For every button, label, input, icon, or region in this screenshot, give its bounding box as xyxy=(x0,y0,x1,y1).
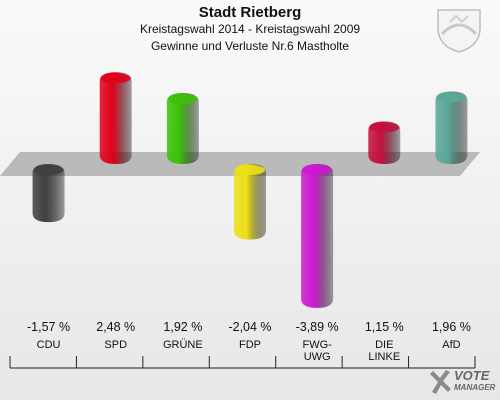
bar-body xyxy=(99,72,132,164)
bar-spd xyxy=(99,72,132,164)
tick-label: LINKE xyxy=(368,351,400,363)
tick-label: AfD xyxy=(442,339,460,351)
chart-title: Stadt Rietberg xyxy=(198,4,302,21)
bar-body xyxy=(166,92,199,164)
coat-of-arms-icon xyxy=(428,4,490,54)
bar-cap xyxy=(235,165,265,175)
tick-label: DIE xyxy=(375,339,393,351)
bar-cap xyxy=(100,73,131,84)
bar-body xyxy=(234,164,266,240)
bar-die-linke xyxy=(368,121,401,164)
bar-fwg--uwg xyxy=(301,164,334,308)
bar-body xyxy=(435,91,468,164)
tick-label: GRÜNE xyxy=(163,339,203,351)
data-label: -3,89 % xyxy=(296,320,339,334)
data-label: -1,57 % xyxy=(27,320,70,334)
vote-manager-logo: VOTE MANAGER xyxy=(428,366,498,398)
bar-body xyxy=(368,121,401,164)
chart-subtitle: Kreistagswahl 2014 - Kreistagswahl 2009 xyxy=(139,22,361,36)
bar-cap xyxy=(302,165,333,175)
tick-label: FWG- xyxy=(302,339,332,351)
data-label: -2,04 % xyxy=(228,320,271,334)
tick-label: SPD xyxy=(104,339,127,351)
logo-text-manager: MANAGER xyxy=(454,383,496,392)
bar-grüne xyxy=(166,92,199,164)
bar-cap xyxy=(33,165,64,175)
bar-cap xyxy=(167,93,198,104)
tick-label: FDP xyxy=(239,339,261,351)
data-label: 2,48 % xyxy=(96,320,135,334)
tick-label: UWG xyxy=(304,351,331,363)
bar-body xyxy=(301,164,334,308)
bar-afd xyxy=(435,91,468,164)
bar-body xyxy=(32,164,65,223)
bar-cap xyxy=(436,92,467,103)
tick-label: CDU xyxy=(37,339,61,351)
data-label: 1,96 % xyxy=(432,320,471,334)
bar-fdp xyxy=(234,164,266,240)
chart-subtitle-2: Gewinne und Verluste Nr.6 Mastholte xyxy=(150,39,350,53)
data-label: 1,92 % xyxy=(163,320,202,334)
bar-cdu xyxy=(32,164,65,223)
bar-cap xyxy=(369,122,400,133)
data-label: 1,15 % xyxy=(365,320,404,334)
logo-text-vote: VOTE xyxy=(454,368,490,383)
